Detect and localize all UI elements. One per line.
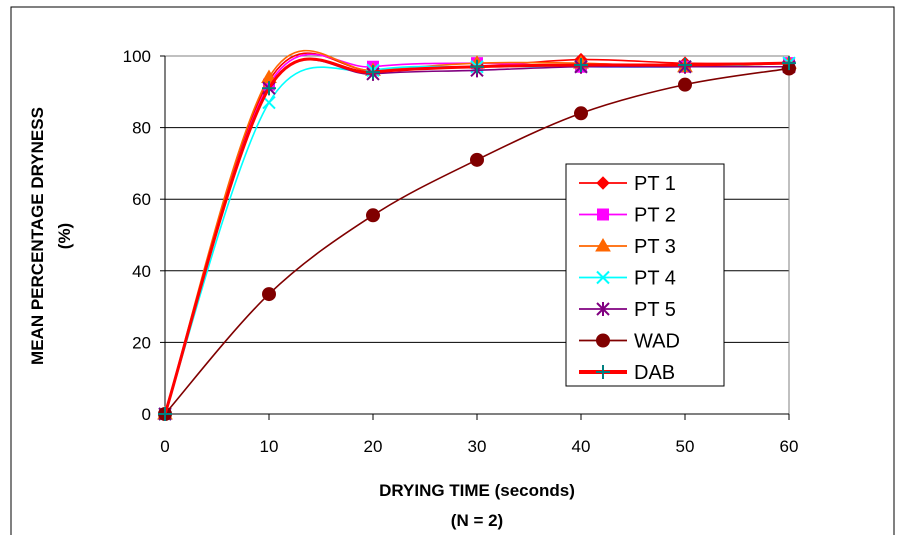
legend-item-pt-2: PT 2 bbox=[579, 205, 676, 227]
data-point-dab bbox=[574, 57, 588, 72]
data-point-wad bbox=[574, 106, 588, 121]
y-tick-label: 80 bbox=[132, 119, 151, 138]
legend-marker-pt-5 bbox=[596, 302, 610, 316]
x-tick-label: 0 bbox=[160, 437, 169, 456]
legend-item-wad: WAD bbox=[579, 331, 680, 353]
legend-marker-wad bbox=[596, 333, 610, 348]
data-point-wad bbox=[366, 208, 380, 223]
data-point-dab bbox=[470, 59, 484, 74]
x-axis-note: (N = 2) bbox=[451, 511, 503, 530]
legend-box bbox=[565, 163, 725, 387]
y-axis-unit: (%) bbox=[55, 223, 74, 249]
x-tick-label: 50 bbox=[676, 437, 695, 456]
legend-label-pt-3: PT 3 bbox=[634, 236, 676, 258]
data-point-dab bbox=[262, 81, 276, 96]
series-layer bbox=[157, 49, 797, 421]
data-point-wad bbox=[262, 287, 276, 302]
y-axis-ticks: 0 20 40 60 80 100 bbox=[123, 47, 165, 424]
x-tick-label: 10 bbox=[260, 437, 279, 456]
data-point-wad bbox=[470, 152, 484, 167]
y-tick-label: 100 bbox=[123, 47, 151, 66]
y-tick-label: 20 bbox=[132, 333, 151, 352]
y-tick-label: 0 bbox=[142, 405, 151, 424]
legend-marker-pt-1 bbox=[596, 176, 610, 190]
legend-marker-pt-2 bbox=[597, 208, 609, 221]
data-point-dab bbox=[158, 407, 172, 421]
y-tick-label: 40 bbox=[132, 262, 151, 281]
legend-label-pt-2: PT 2 bbox=[634, 205, 676, 227]
series-wad bbox=[158, 61, 796, 421]
y-axis-title: MEAN PERCENTAGE DRYNESS bbox=[28, 107, 47, 365]
x-tick-label: 20 bbox=[364, 437, 383, 456]
legend-item-pt-4: PT 4 bbox=[579, 268, 676, 290]
legend-item-pt-5: PT 5 bbox=[579, 299, 676, 321]
legend-label-pt-1: PT 1 bbox=[634, 173, 676, 195]
data-point-dab bbox=[782, 56, 796, 71]
legend-label-wad: WAD bbox=[634, 331, 680, 353]
legend: PT 1 PT 2 PT 3 PT 4 PT 5 WAD DAB bbox=[565, 163, 725, 387]
legend-marker-pt-4 bbox=[596, 270, 610, 285]
data-point-dab bbox=[678, 57, 692, 72]
legend-item-pt-1: PT 1 bbox=[579, 173, 676, 195]
y-tick-label: 60 bbox=[132, 190, 151, 209]
x-tick-label: 30 bbox=[468, 437, 487, 456]
data-point-wad bbox=[678, 77, 692, 92]
legend-marker-pt-3 bbox=[595, 238, 611, 252]
x-axis-title: DRYING TIME (seconds) bbox=[379, 481, 575, 500]
legend-item-pt-3: PT 3 bbox=[579, 236, 676, 258]
legend-item-dab: DAB bbox=[579, 362, 675, 384]
legend-label-dab: DAB bbox=[634, 362, 675, 384]
legend-label-pt-4: PT 4 bbox=[634, 268, 676, 290]
legend-label-pt-5: PT 5 bbox=[634, 299, 676, 321]
x-tick-label: 40 bbox=[572, 437, 591, 456]
legend-marker-dab bbox=[596, 365, 610, 379]
x-tick-label: 60 bbox=[780, 437, 799, 456]
series-dab bbox=[158, 56, 796, 421]
data-point-dab bbox=[366, 65, 380, 80]
